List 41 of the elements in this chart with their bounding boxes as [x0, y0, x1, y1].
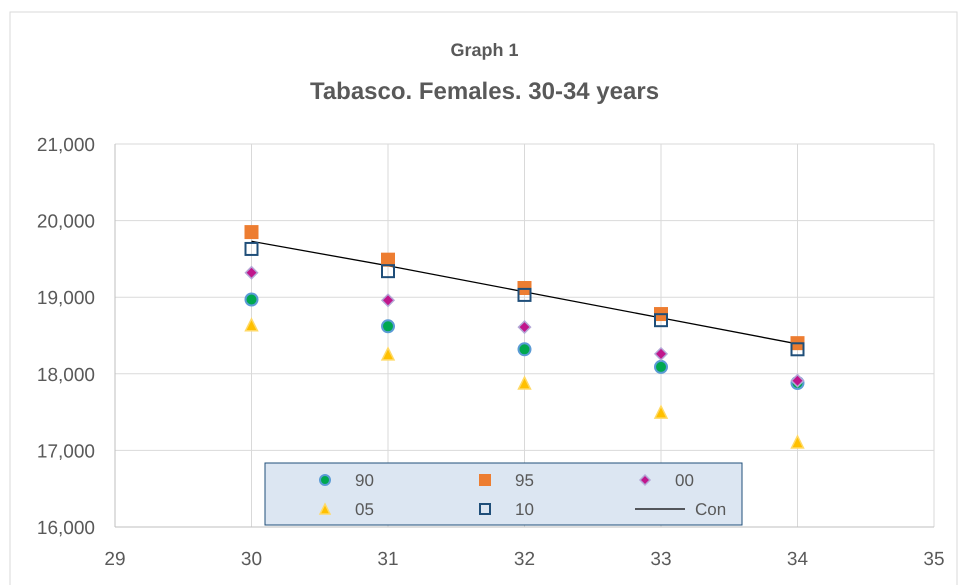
legend-label: Con	[695, 500, 726, 519]
point	[381, 264, 395, 278]
point	[654, 360, 668, 374]
point	[244, 266, 258, 280]
legend-label: 00	[675, 471, 694, 490]
point	[654, 405, 668, 419]
point	[381, 347, 395, 361]
chart-title: Graph 1	[450, 40, 519, 60]
point	[518, 288, 532, 302]
point	[518, 376, 532, 390]
point	[244, 318, 258, 332]
y-tick-label: 17,000	[36, 441, 95, 462]
x-tick-label: 34	[786, 549, 808, 570]
legend-label: 90	[355, 471, 374, 490]
point	[790, 435, 804, 449]
point	[654, 347, 668, 361]
point	[381, 294, 395, 308]
legend-label: 95	[515, 471, 534, 490]
y-tick-label: 21,000	[36, 135, 95, 156]
point	[790, 374, 804, 388]
point	[244, 242, 258, 256]
point	[244, 292, 258, 306]
x-tick-label: 31	[377, 549, 399, 570]
point	[518, 320, 532, 334]
y-tick-label: 20,000	[36, 212, 95, 233]
y-tick-label: 19,000	[36, 288, 95, 310]
point	[244, 225, 258, 240]
chart-subtitle: Tabasco. Females. 30-34 years	[310, 78, 660, 105]
point	[790, 342, 804, 356]
legend-label: 05	[355, 500, 374, 519]
legend-label: 10	[515, 500, 534, 519]
x-tick-label: 35	[923, 549, 945, 570]
point	[654, 313, 668, 328]
y-tick-label: 18,000	[36, 364, 95, 386]
x-tick-label: 33	[650, 549, 672, 570]
y-tick-label: 16,000	[36, 518, 95, 539]
x-tick-label: 30	[240, 549, 262, 570]
x-tick-label: 29	[104, 549, 126, 570]
x-tick-label: 32	[514, 549, 536, 570]
point	[381, 319, 395, 334]
point	[518, 342, 532, 356]
